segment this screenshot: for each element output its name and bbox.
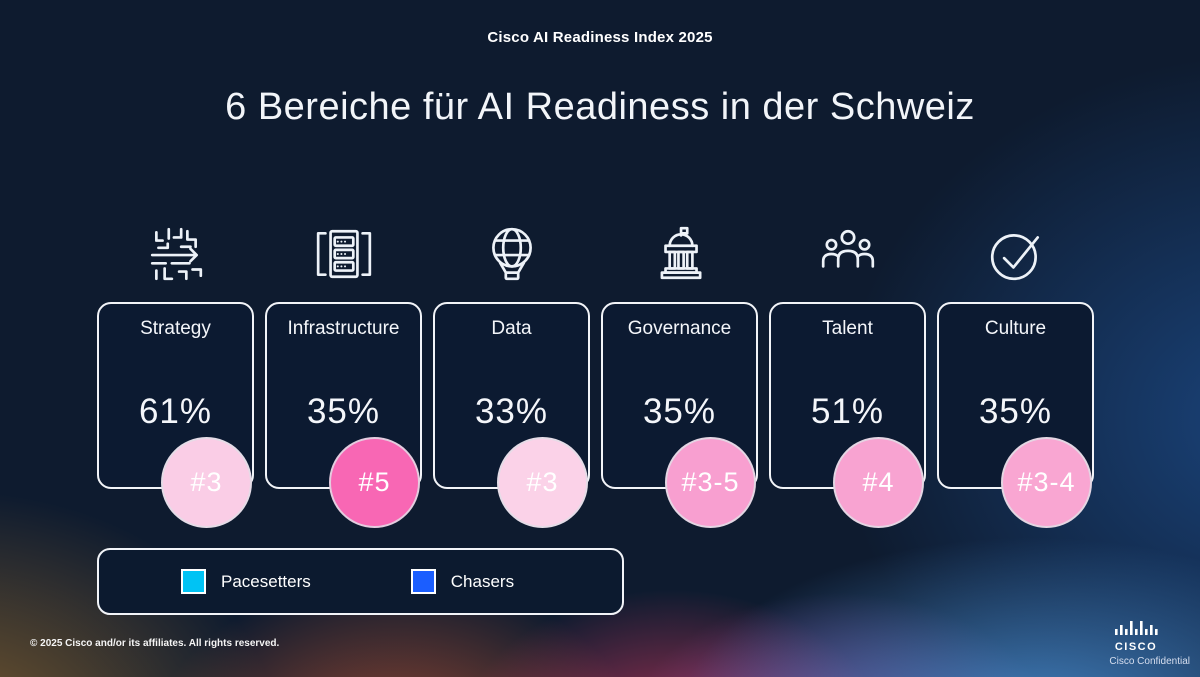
rank-badge: #3 (497, 437, 588, 528)
cisco-bars-icon (1115, 621, 1158, 635)
pillar-value: 35% (642, 392, 717, 431)
legend: Pacesetters Chasers (97, 548, 624, 615)
pillar-governance: Governance 35% #3-5 (601, 218, 758, 528)
cisco-logo: CISCO (1096, 620, 1176, 653)
legend-label: Pacesetters (221, 571, 311, 591)
slide-eyebrow: Cisco AI Readiness Index 2025 (487, 29, 713, 46)
pillar-value: 35% (978, 392, 1053, 431)
pillar-value: 35% (306, 392, 381, 431)
server-rack-icon (265, 218, 422, 290)
rank-badge: #3-4 (1001, 437, 1092, 528)
pillar-culture: Culture 35% #3-4 (937, 218, 1094, 528)
pillar-value: 51% (810, 392, 885, 431)
people-group-icon (769, 218, 926, 290)
pillar-value: 33% (474, 392, 549, 431)
pillar-label: Governance (627, 318, 732, 339)
circuit-arrow-icon (97, 218, 254, 290)
pillar-label: Data (491, 318, 532, 339)
rank-badge: #3-5 (665, 437, 756, 528)
pillar-label: Talent (822, 318, 873, 339)
pillar-label: Infrastructure (287, 318, 400, 339)
rank-badge: #3 (161, 437, 252, 528)
rank-badge: #4 (833, 437, 924, 528)
pillar-label: Strategy (140, 318, 211, 339)
pillar-infrastructure: Infrastructure 35% #5 (265, 218, 422, 528)
legend-label: Chasers (450, 571, 515, 591)
pillar-value: 61% (138, 392, 213, 431)
government-building-icon (601, 218, 758, 290)
legend-item-chasers: Chasers (410, 569, 515, 594)
confidential-label: Cisco Confidential (1109, 656, 1190, 667)
pillar-data: Data 33% #3 (433, 218, 590, 528)
copyright-text: © 2025 Cisco and/or its affiliates. All … (30, 638, 280, 649)
pacesetters-swatch (181, 569, 206, 594)
pillar-label: Culture (984, 318, 1047, 339)
pillar-talent: Talent 51% #4 (769, 218, 926, 528)
chasers-swatch (410, 569, 436, 594)
pillar-columns: Strategy 61% #3 Infrastructu (97, 218, 1103, 528)
balloon-globe-icon (433, 218, 590, 290)
cisco-wordmark: CISCO (1114, 641, 1158, 653)
rank-badge: #5 (329, 437, 420, 528)
check-circle-icon (937, 218, 1094, 290)
legend-item-pacesetters: Pacesetters (181, 569, 311, 594)
pillar-strategy: Strategy 61% #3 (97, 218, 254, 528)
page-title: 6 Bereiche für AI Readiness in der Schwe… (225, 86, 975, 128)
